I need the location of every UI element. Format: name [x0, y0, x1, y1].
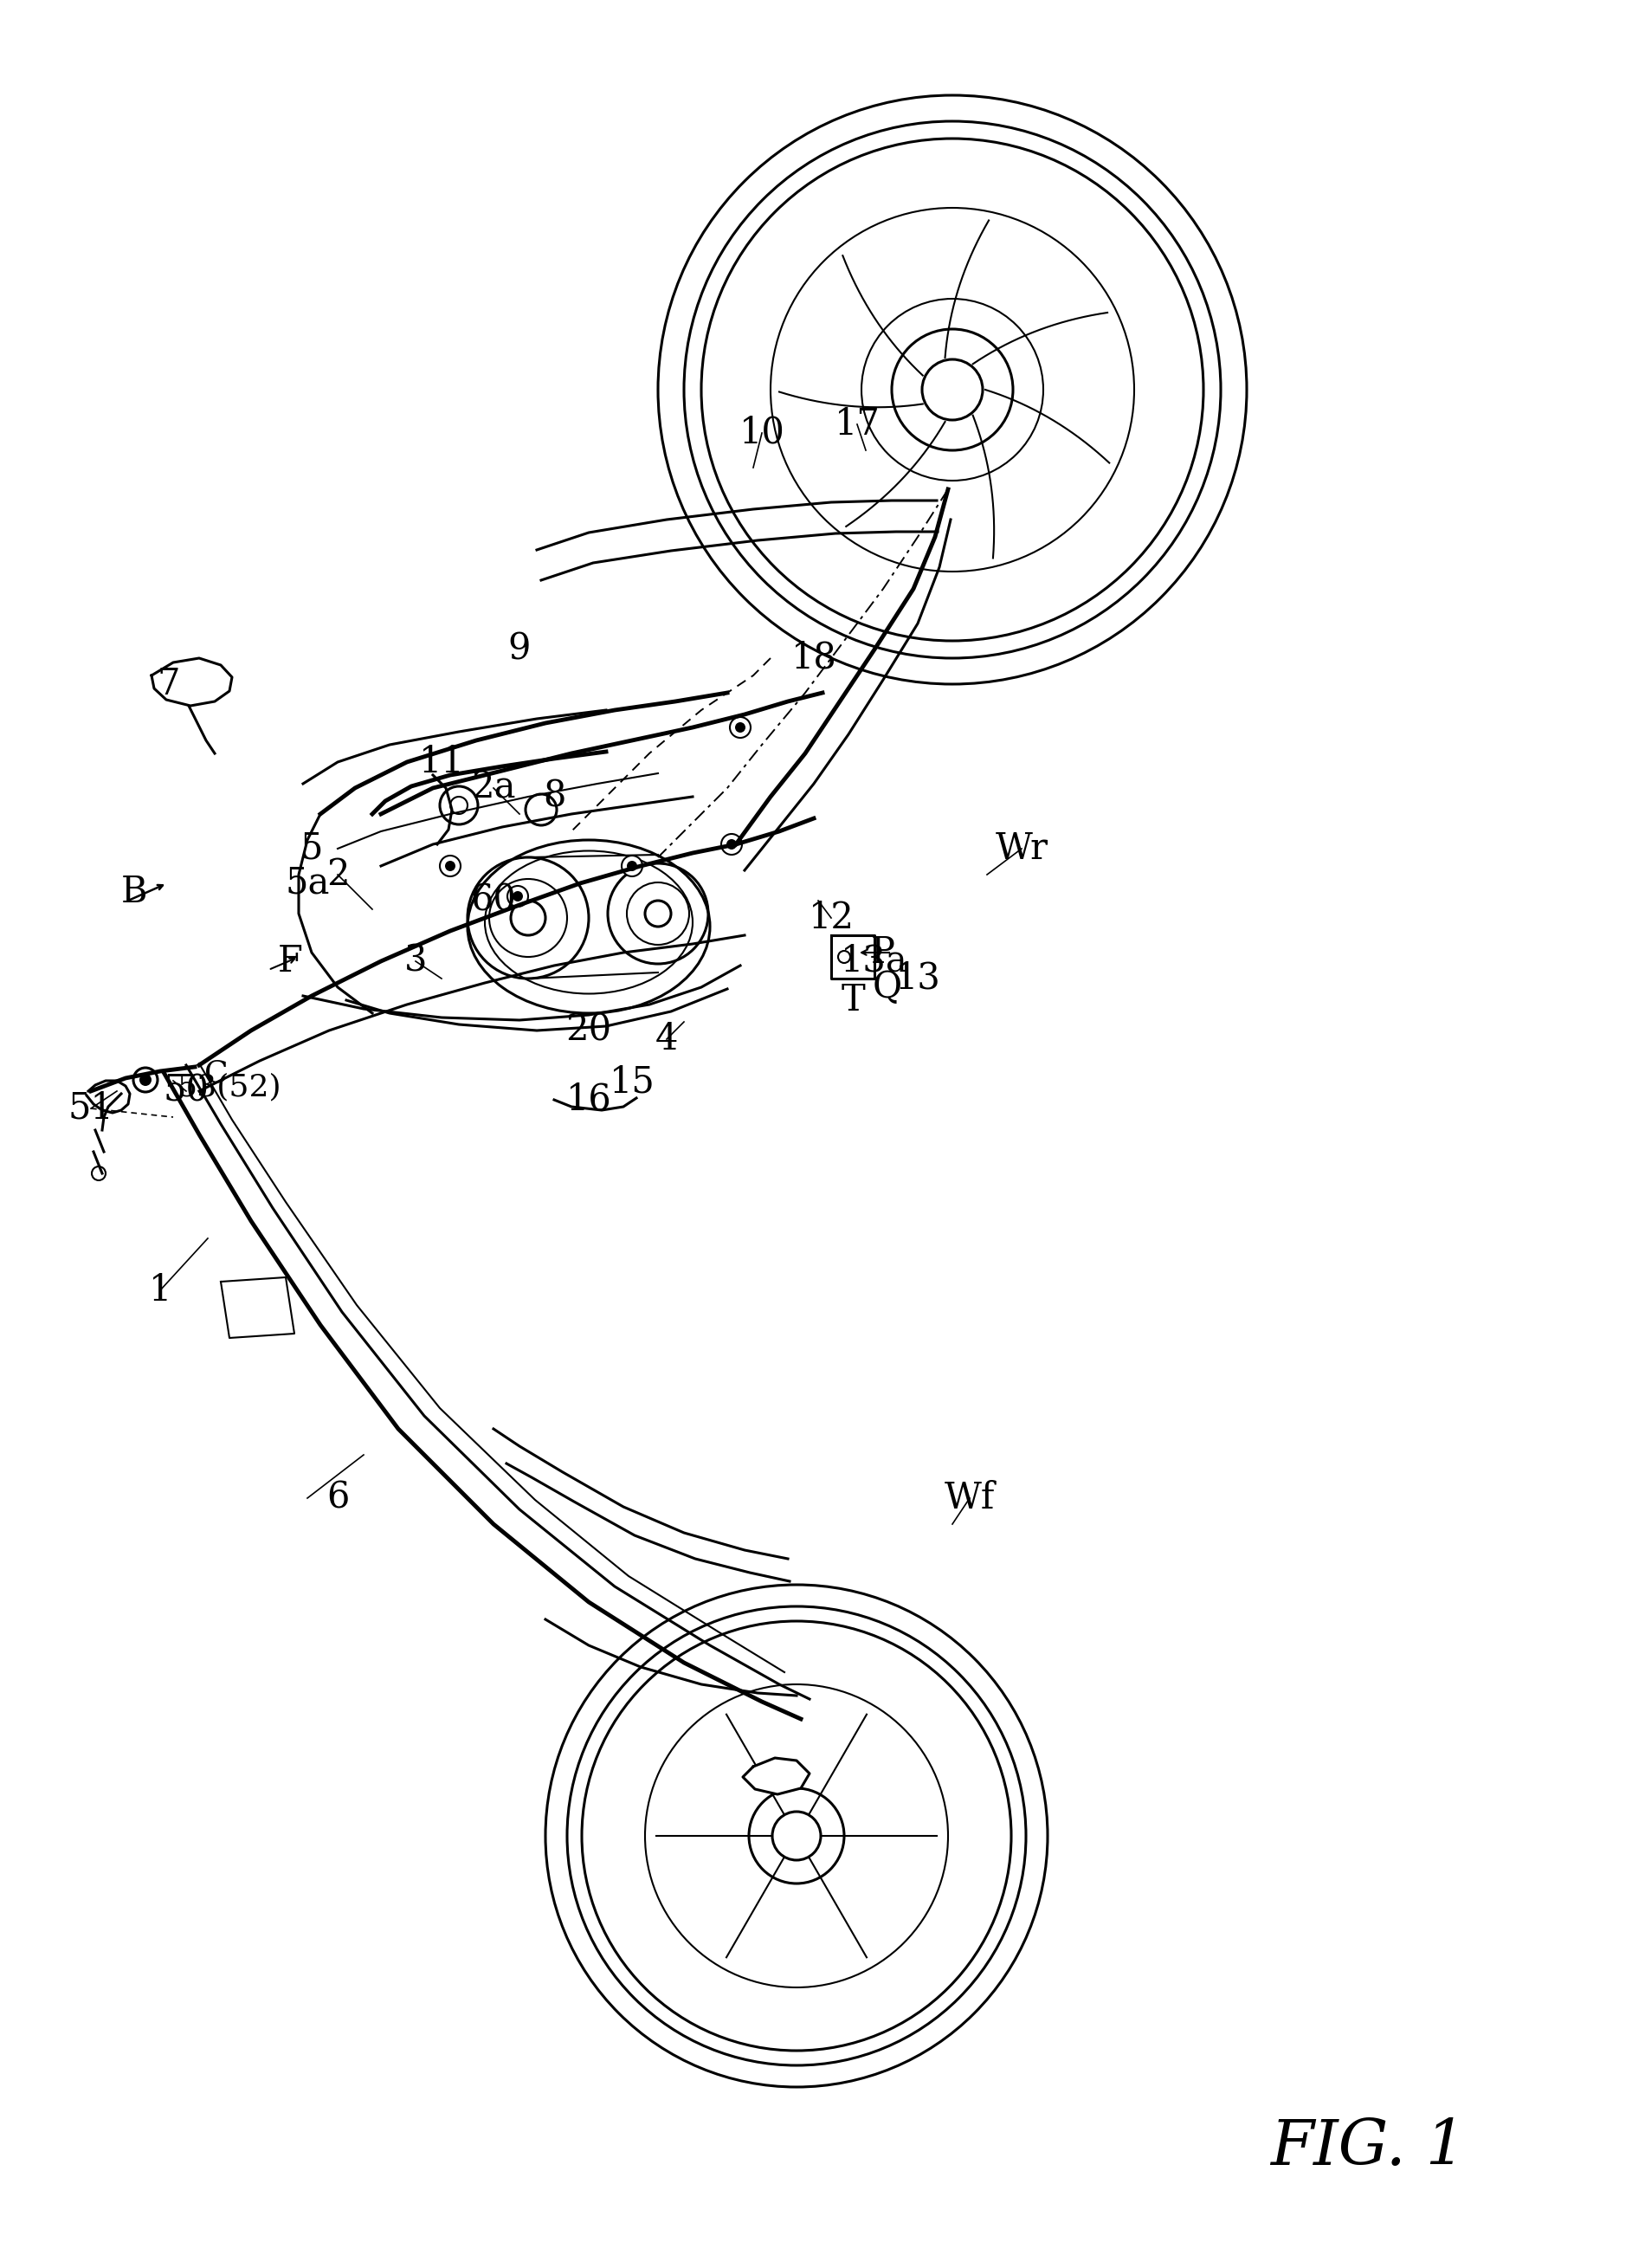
Text: T: T	[841, 982, 865, 1018]
Text: 5: 5	[299, 830, 322, 866]
Circle shape	[730, 717, 750, 737]
Circle shape	[727, 839, 737, 850]
Polygon shape	[151, 658, 232, 705]
Text: 2a: 2a	[470, 769, 517, 805]
Circle shape	[439, 855, 461, 875]
Text: 16: 16	[566, 1082, 612, 1118]
Text: 53(52): 53(52)	[178, 1073, 281, 1102]
Text: F: F	[278, 943, 303, 980]
Polygon shape	[744, 1758, 809, 1794]
Text: 50: 50	[163, 1073, 209, 1109]
Text: Q: Q	[872, 968, 901, 1005]
Circle shape	[627, 862, 637, 871]
Text: 5a: 5a	[285, 864, 329, 900]
Text: Wf: Wf	[944, 1481, 995, 1517]
Circle shape	[133, 1068, 158, 1091]
Text: 8: 8	[543, 778, 566, 814]
Circle shape	[507, 887, 528, 907]
Text: Wr: Wr	[995, 830, 1048, 866]
Text: B: B	[122, 873, 148, 909]
Text: 2: 2	[326, 857, 349, 894]
Text: 9: 9	[508, 631, 531, 667]
Text: 60: 60	[470, 882, 517, 919]
Circle shape	[92, 1166, 105, 1179]
Text: 6: 6	[326, 1481, 349, 1517]
Circle shape	[622, 855, 643, 875]
Circle shape	[645, 900, 671, 928]
Text: 17: 17	[834, 406, 880, 442]
Circle shape	[451, 796, 467, 814]
Circle shape	[513, 891, 523, 900]
Text: 13a: 13a	[841, 943, 908, 980]
Circle shape	[512, 900, 546, 934]
Text: 4: 4	[655, 1021, 678, 1057]
Text: 18: 18	[791, 640, 837, 676]
Text: P: P	[870, 934, 895, 971]
Text: FIG. 1: FIG. 1	[1270, 2116, 1466, 2177]
Text: 51: 51	[67, 1091, 114, 1127]
Text: 1: 1	[148, 1272, 171, 1309]
Circle shape	[837, 950, 850, 964]
Text: 7: 7	[158, 667, 181, 703]
Circle shape	[140, 1073, 151, 1086]
Text: 13: 13	[895, 959, 941, 996]
Text: 10: 10	[739, 415, 785, 451]
Text: C: C	[204, 1059, 229, 1089]
Text: 20: 20	[566, 1012, 612, 1048]
Text: 3: 3	[405, 943, 428, 980]
Circle shape	[446, 862, 456, 871]
Text: 12: 12	[808, 900, 854, 937]
Circle shape	[721, 835, 742, 855]
Text: 11: 11	[419, 744, 464, 780]
Text: 15: 15	[609, 1064, 655, 1100]
Circle shape	[735, 721, 745, 733]
